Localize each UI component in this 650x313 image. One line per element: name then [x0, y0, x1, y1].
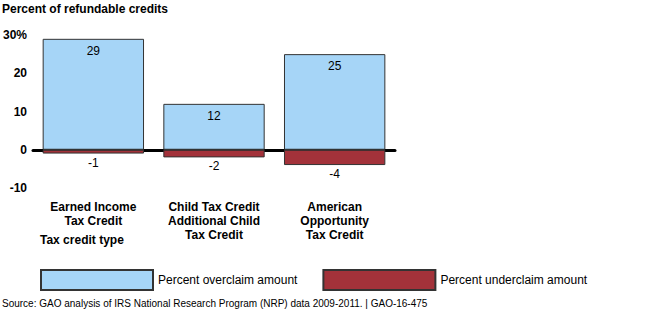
svg-text:12: 12 [207, 109, 221, 123]
svg-text:Tax credit type: Tax credit type [40, 233, 124, 247]
svg-text:Child Tax Credit: Child Tax Credit [168, 200, 259, 214]
svg-text:25: 25 [328, 59, 342, 73]
svg-text:-1: -1 [88, 156, 99, 170]
svg-text:30%: 30% [3, 28, 27, 42]
svg-text:Source: GAO analysis of IRS Na: Source: GAO analysis of IRS National Res… [2, 298, 428, 309]
svg-text:Percent of refundable credits: Percent of refundable credits [2, 2, 168, 16]
svg-text:29: 29 [87, 44, 101, 58]
svg-text:-4: -4 [329, 167, 340, 181]
svg-text:Additional Child: Additional Child [168, 214, 260, 228]
svg-text:Earned Income: Earned Income [50, 200, 136, 214]
svg-text:Opportunity: Opportunity [300, 214, 369, 228]
svg-text:-10: -10 [10, 181, 28, 195]
svg-text:20: 20 [14, 66, 28, 80]
svg-text:Percent underclaim amount: Percent underclaim amount [440, 273, 587, 287]
svg-text:Tax Credit: Tax Credit [306, 228, 364, 242]
svg-text:Tax Credit: Tax Credit [64, 214, 122, 228]
svg-text:Tax Credit: Tax Credit [185, 228, 243, 242]
svg-text:Percent overclaim amount: Percent overclaim amount [158, 273, 298, 287]
svg-text:0: 0 [20, 143, 27, 157]
svg-text:-2: -2 [209, 159, 220, 173]
svg-text:10: 10 [14, 105, 28, 119]
svg-text:American: American [307, 200, 362, 214]
